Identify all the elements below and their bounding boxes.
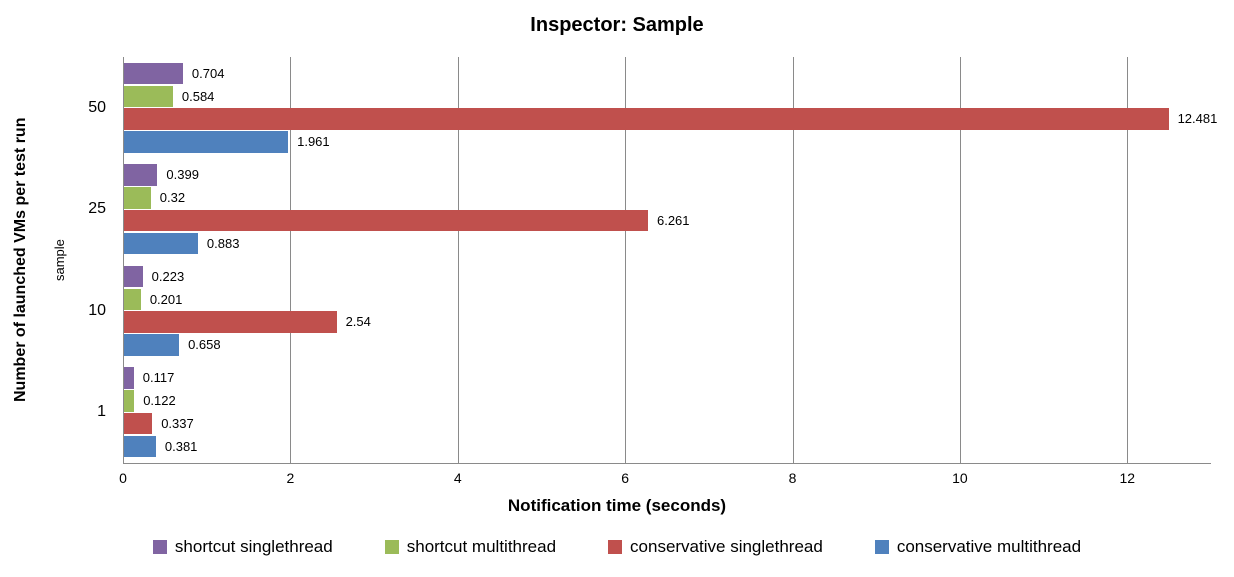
- legend-label: shortcut singlethread: [174, 537, 333, 556]
- bar-value-label: 12.481: [1177, 111, 1218, 127]
- gridline: [959, 57, 961, 463]
- chart-title: Inspector: Sample: [530, 14, 704, 36]
- legend-label: conservative multithread: [896, 537, 1082, 556]
- bar-value-label: 0.381: [164, 438, 198, 454]
- bar-shortcut-multithread-cat1: [124, 390, 135, 412]
- legend-swatch: [152, 540, 167, 554]
- bar-value-label: 0.201: [149, 291, 183, 307]
- gridline: [1127, 57, 1129, 463]
- gridline: [625, 57, 627, 463]
- x-tick-label: 8: [788, 470, 797, 486]
- bar-shortcut-multithread-cat25: [124, 187, 151, 209]
- legend-label: conservative singlethread: [630, 537, 823, 556]
- bar-shortcut-singlethread-cat1: [124, 367, 134, 389]
- bar-conservative-singlethread-cat10: [124, 311, 337, 333]
- x-axis-title: Notification time (seconds): [507, 496, 727, 515]
- x-tick-label: 10: [952, 470, 968, 486]
- y-category-label: 10: [88, 301, 106, 319]
- x-tick-labels: 0 2 4 6 8 10 12: [119, 470, 1233, 488]
- bar-value-label: 0.399: [166, 167, 199, 183]
- x-tick-label: 6: [621, 470, 630, 486]
- value-axis-line: [123, 57, 124, 463]
- bar-conservative-multithread-cat50: [124, 131, 289, 153]
- y-category-label: 1: [97, 403, 106, 421]
- gridline: [792, 57, 794, 463]
- bar-conservative-singlethread-cat50: [124, 108, 1169, 130]
- bar-conservative-multithread-cat1: [124, 435, 156, 458]
- bar-shortcut-singlethread-cat10: [124, 265, 143, 288]
- bar-value-label: 1.961: [297, 134, 330, 150]
- legend-item-conservative-singlethread: conservative singlethread: [608, 537, 823, 557]
- bar-value-label: 0.117: [142, 370, 175, 386]
- bar-value-label: 0.883: [206, 235, 240, 251]
- y-category-label: 25: [88, 200, 106, 218]
- x-tick-label: 2: [286, 470, 295, 486]
- bar-shortcut-multithread-cat50: [124, 85, 173, 108]
- plot-area: 0.704 0.584 12.481 1.961 0.399 0.32 6.261 0.883…: [123, 57, 1217, 464]
- bar-shortcut-singlethread-cat50: [124, 62, 183, 85]
- bar-value-label: 0.223: [151, 268, 185, 284]
- bar-value-label: 0.658: [188, 337, 221, 353]
- bar-value-label: 2.54: [345, 314, 371, 330]
- bar-shortcut-multithread-cat10: [124, 288, 141, 311]
- bar-value-label: 0.32: [159, 190, 186, 206]
- y-category-labels: 50 25 10 1: [0, 57, 106, 463]
- bar-value-label: 0.122: [143, 393, 176, 409]
- legend: shortcut singlethread shortcut multithrea…: [0, 537, 1234, 557]
- bar-value-label: 0.337: [161, 415, 194, 431]
- bar-conservative-multithread-cat10: [124, 334, 180, 356]
- x-tick-label: 4: [453, 470, 462, 486]
- y-category-label: 50: [88, 98, 106, 116]
- legend-swatch: [608, 540, 623, 554]
- bar-value-label: 0.584: [181, 88, 215, 104]
- legend-item-shortcut-singlethread: shortcut singlethread: [152, 537, 333, 557]
- legend-label: shortcut multithread: [406, 537, 557, 556]
- bar-conservative-singlethread-cat1: [124, 412, 153, 435]
- x-tick-label: 12: [1119, 470, 1136, 486]
- legend-swatch: [874, 540, 889, 554]
- bar-value-label: 6.261: [656, 212, 690, 228]
- legend-item-conservative-multithread: conservative multithread: [874, 537, 1082, 557]
- gridline: [290, 57, 292, 463]
- bar-value-label: 0.704: [191, 65, 225, 81]
- legend-item-shortcut-multithread: shortcut multithread: [384, 537, 557, 557]
- x-tick-label: 0: [119, 470, 127, 486]
- bar-conservative-singlethread-cat25: [124, 209, 648, 232]
- bar-conservative-multithread-cat25: [124, 232, 198, 255]
- gridline: [457, 57, 459, 463]
- legend-swatch: [384, 540, 399, 554]
- bar-shortcut-singlethread-cat25: [124, 164, 158, 186]
